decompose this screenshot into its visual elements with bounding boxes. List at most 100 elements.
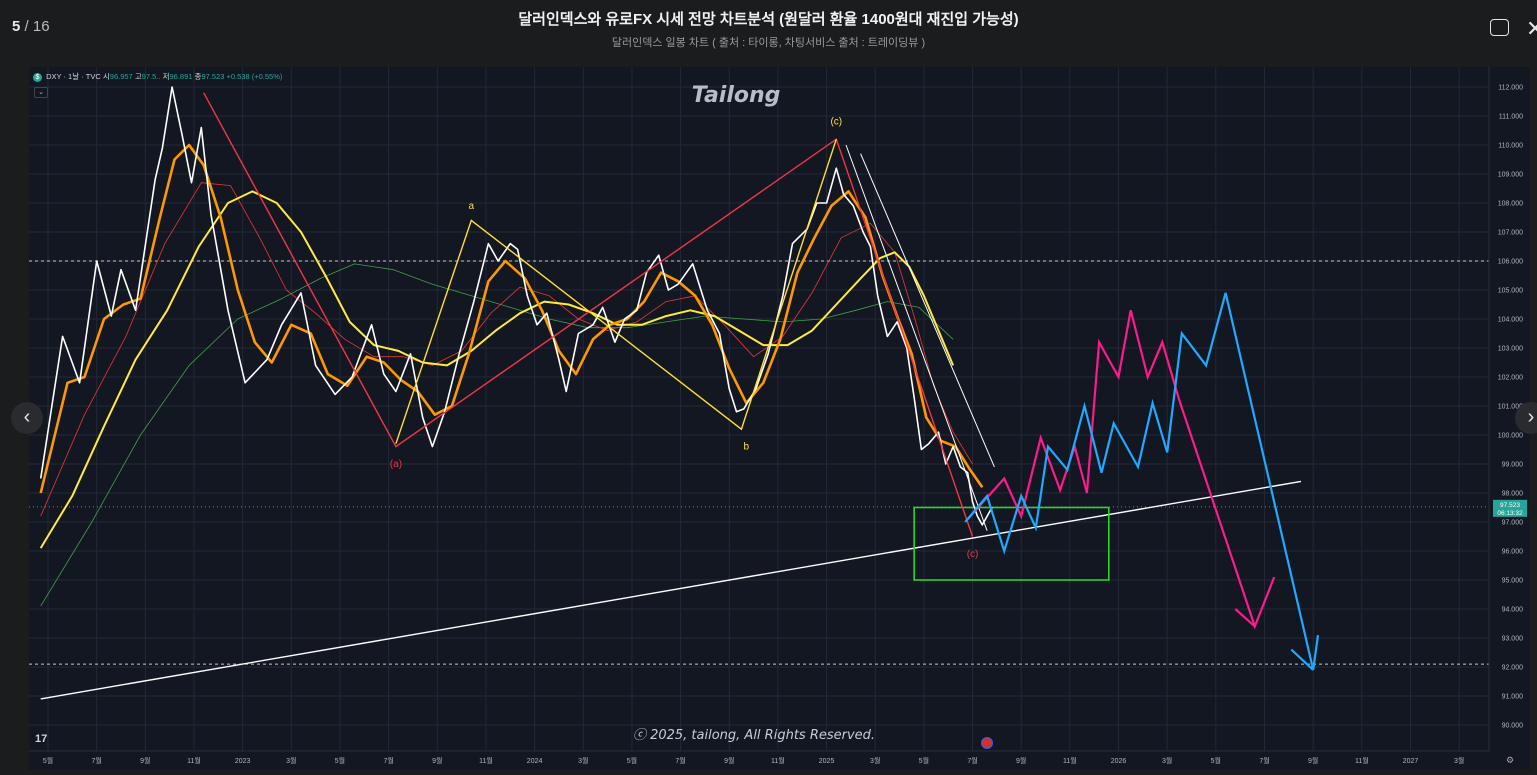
y-tick-label: 91.000 (1502, 694, 1524, 701)
y-tick-label: 108.000 (1498, 201, 1523, 208)
y-tick-label: 101.000 (1498, 404, 1523, 411)
x-tick-label: 9월 (724, 756, 734, 765)
series-price (39, 86, 993, 526)
x-tick-label: 2025 (819, 758, 835, 765)
y-tick-label: 107.000 (1498, 230, 1523, 237)
projection-blue-arrowhead (1290, 648, 1314, 671)
copyright-text: ⓒ 2025, tailong, All Rights Reserved. (633, 728, 875, 743)
x-tick-label: 5월 (627, 756, 637, 765)
x-tick-label: 11월 (187, 756, 201, 765)
page-total: 16 (32, 18, 50, 35)
collapse-legend-chevron-icon[interactable]: ⌄ (34, 87, 48, 98)
watermark-text: Tailong (692, 83, 781, 108)
x-tick-label: 7월 (91, 756, 101, 765)
y-tick-label: 95.000 (1502, 578, 1524, 585)
price-tag-value: 97.523 (1500, 502, 1520, 509)
y-tick-label: 94.000 (1502, 607, 1524, 614)
projection-pink-path (966, 310, 1276, 630)
y-tick-label: 97.000 (1502, 520, 1524, 527)
x-tick-label: 5월 (1211, 756, 1221, 765)
x-tick-label: 9월 (432, 756, 442, 765)
viewer-header: 5 / 16 달러인덱스와 유로FX 시세 전망 차트분석 (원달러 환율 14… (0, 0, 1537, 66)
channel-line (860, 153, 995, 468)
x-tick-label: 7월 (383, 756, 393, 765)
x-tick-label: 9월 (1308, 756, 1318, 765)
y-tick-label: 105.000 (1498, 288, 1523, 295)
page-title: 달러인덱스와 유로FX 시세 전망 차트분석 (원달러 환율 1400원대 재진… (518, 11, 1019, 28)
legend-open: 96.957 (109, 72, 133, 81)
x-tick-label: 3월 (578, 756, 588, 765)
y-tick-label: 93.000 (1502, 636, 1524, 643)
series-ma-yellow (39, 190, 955, 549)
x-tick-label: 2026 (1111, 758, 1127, 765)
dollar-icon: $ (33, 73, 42, 82)
y-tick-label: 98.000 (1502, 491, 1524, 498)
page-subtitle: 달러인덱스 일봉 차트 ( 출처 : 타이롱, 차팅서비스 출처 : 트레이딩뷰… (611, 37, 926, 49)
x-tick-label: 9월 (1016, 756, 1026, 765)
y-tick-label: 99.000 (1502, 462, 1524, 469)
x-tick-label: 5월 (43, 756, 53, 765)
y-tick-label: 96.000 (1502, 549, 1524, 556)
us-flag-event-icon[interactable] (981, 737, 993, 749)
chart-area: a b (c) (a) (c) Tailong ⓒ 2025, tailong, All R… (29, 67, 1530, 770)
y-tick-label: 111.000 (1499, 114, 1523, 121)
series-ma-red (40, 182, 973, 517)
x-tick-label: 11월 (1063, 756, 1077, 765)
x-tick-label: 2027 (1403, 758, 1419, 765)
x-tick-label: 9월 (140, 756, 150, 765)
page-current: 5 (12, 18, 21, 35)
wave-yellow-line (395, 138, 837, 444)
legend-low-label: 저 (162, 72, 170, 81)
dxy-daily-chart: a b (c) (a) (c) Tailong ⓒ 2025, tailong, All R… (29, 67, 1530, 770)
prev-image-button[interactable]: ‹ (11, 402, 43, 434)
x-tick-label: 3월 (286, 756, 296, 765)
price-tag-countdown: 06:13:32 (1497, 510, 1523, 517)
y-tick-label: 102.000 (1498, 375, 1523, 382)
expand-image-icon[interactable] (1490, 19, 1509, 36)
projection-pink-arrowhead (1234, 608, 1256, 628)
legend-symbol: DXY · 1날 · TVC (46, 72, 101, 81)
x-tick-label: 3월 (1454, 756, 1464, 765)
page-counter: 5 / 16 (12, 18, 50, 35)
y-tick-label: 100.000 (1498, 433, 1523, 440)
x-tick-label: 3월 (870, 756, 880, 765)
wave-label: (c) (967, 549, 979, 560)
gear-icon[interactable]: ⚙ (1506, 755, 1515, 765)
y-tick-label: 104.000 (1498, 317, 1523, 324)
x-tick-label: 11월 (771, 756, 785, 765)
price-tag-box (1493, 499, 1527, 517)
chart-legend: $ DXY · 1날 · TVC 시96.957 고97.5.. 저96.891… (33, 71, 282, 82)
grid (29, 67, 1489, 751)
y-tick-label: 110.000 (1498, 143, 1523, 150)
y-tick-label: 106.000 (1498, 259, 1523, 266)
legend-change: +0.538 (+0.55%) (226, 72, 283, 81)
x-tick-label: 5월 (335, 756, 345, 765)
y-tick-label: 92.000 (1502, 665, 1524, 672)
legend-low: 96.891 (169, 72, 193, 81)
wave-label: (a) (390, 459, 402, 470)
wave-label: b (743, 442, 749, 453)
channel-line (845, 144, 988, 531)
next-image-button[interactable]: › (1515, 402, 1537, 434)
projection-blue-path (964, 292, 1320, 671)
legend-close: 97.523 (201, 72, 225, 81)
target-zone-box (913, 506, 1110, 581)
x-tick-label: 7월 (967, 756, 977, 765)
time-axis-background (29, 751, 1530, 770)
close-icon[interactable]: ✕ (1526, 16, 1537, 41)
long-term-trendline (40, 480, 1302, 700)
wave-red-line (203, 92, 974, 537)
x-tick-label: 7월 (1259, 756, 1269, 765)
series-ma-green (40, 263, 954, 607)
x-tick-label: 2024 (527, 758, 543, 765)
x-tick-label: 3월 (1162, 756, 1172, 765)
y-tick-label: 90.000 (1502, 723, 1524, 730)
wave-label: (c) (830, 117, 842, 128)
legend-high: 97.5.. (141, 72, 161, 81)
x-tick-label: 11월 (1355, 756, 1369, 765)
y-tick-label: 103.000 (1498, 346, 1523, 353)
legend-close-label: 종 (194, 72, 202, 81)
x-tick-label: 7월 (675, 756, 685, 765)
wave-label: a (469, 201, 475, 212)
x-tick-label: 11월 (479, 756, 493, 765)
